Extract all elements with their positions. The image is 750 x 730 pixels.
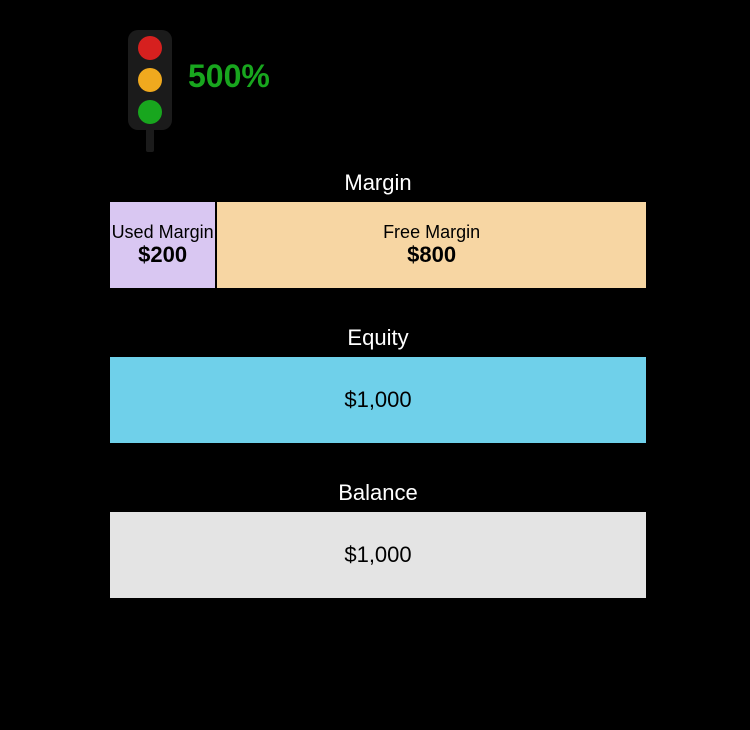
margin-segment-free: Free Margin$800 — [217, 202, 646, 288]
equity-segment: $1,000 — [110, 357, 646, 443]
margin-segment-used-value: $200 — [138, 243, 187, 267]
balance-caption: Balance — [108, 480, 648, 506]
equity-value: $1,000 — [344, 387, 411, 413]
traffic-light — [125, 30, 175, 152]
balance-value: $1,000 — [344, 542, 411, 568]
traffic-light-pole — [146, 130, 154, 152]
equity-bar: $1,000 — [108, 355, 648, 445]
margin-caption: Margin — [108, 170, 648, 196]
balance-segment: $1,000 — [110, 512, 646, 598]
margin-segment-used: Used Margin$200 — [110, 202, 217, 288]
traffic-light-body — [128, 30, 172, 130]
margin-level-value: 500% — [188, 58, 270, 95]
margin-bar: Used Margin$200Free Margin$800 — [108, 200, 648, 290]
equity-caption: Equity — [108, 325, 648, 351]
margin-segment-free-value: $800 — [407, 243, 456, 267]
traffic-light-green — [138, 100, 162, 124]
traffic-light-yellow — [138, 68, 162, 92]
traffic-light-red — [138, 36, 162, 60]
balance-bar: $1,000 — [108, 510, 648, 600]
diagram-canvas: 500% Margin Used Margin$200Free Margin$8… — [0, 0, 750, 730]
margin-segment-free-label: Free Margin — [383, 223, 480, 243]
margin-segment-used-label: Used Margin — [112, 223, 214, 243]
